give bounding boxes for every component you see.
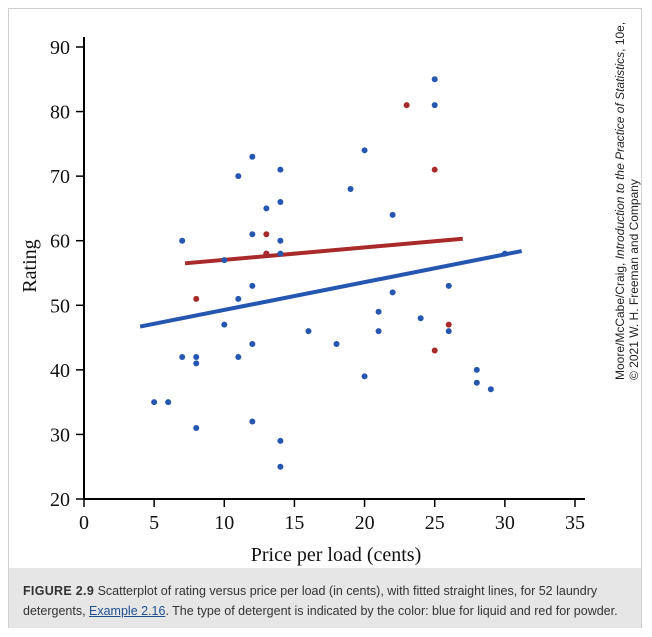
liquid-point [193,353,200,360]
liquid-point [473,379,480,386]
fitted-lines [139,236,523,329]
liquid-point [151,399,158,406]
liquid-point [179,237,186,244]
liquid-point [333,341,340,348]
scatterplot: 20 30 40 50 60 70 80 90 0 5 10 15 20 25 30 35 Rating Pr… [19,37,585,566]
liquid-point [487,386,494,393]
x-tick-label: 20 [355,512,375,534]
liquid-point [193,360,200,367]
liquid-fit-line [139,249,523,329]
liquid-point [347,186,354,193]
liquid-point [389,289,396,296]
liquid-point [235,295,242,302]
liquid-point [221,257,228,264]
liquid-point [417,315,424,322]
figure-label: FIGURE 2.9 [23,584,95,598]
liquid-point [263,205,270,212]
liquid-point [249,153,256,160]
figure-caption: FIGURE 2.9 Scatterplot of rating versus … [9,568,641,628]
x-axis-label: Price per load (cents) [251,544,421,566]
data-points [151,76,508,470]
liquid-point [277,250,284,257]
liquid-point [235,173,242,180]
y-tick-label: 70 [50,166,70,188]
y-tick-label: 40 [50,360,70,382]
liquid-point [277,166,284,173]
y-tick-label: 90 [50,37,70,59]
liquid-point [277,237,284,244]
liquid-point [445,282,452,289]
liquid-point [179,353,186,360]
y-axis-label: Rating [19,239,41,292]
y-tick-label: 50 [50,295,70,317]
liquid-point [249,418,256,425]
caption-text: Scatterplot of rating versus price per l… [23,584,598,618]
liquid-point [375,308,382,315]
powder-point [431,166,438,173]
liquid-point [431,76,438,83]
powder-point [403,102,410,109]
liquid-point [277,463,284,470]
powder-point [263,250,270,257]
x-tick-label: 0 [79,512,89,534]
liquid-point [361,147,368,154]
liquid-point [193,424,200,431]
figure-frame [8,8,642,628]
y-tick-label: 30 [50,424,70,446]
liquid-point [389,211,396,218]
x-tick-label: 35 [565,512,585,534]
liquid-point [249,231,256,238]
credit-line-1: Moore/McCabe/Craig, Introduction to the … [613,0,627,380]
liquid-point [249,282,256,289]
copyright-credit: Moore/McCabe/Craig, Introduction to the … [613,0,641,380]
axes: 20 30 40 50 60 70 80 90 0 5 10 15 20 25 30 35 [50,37,585,534]
liquid-point [249,341,256,348]
liquid-point [277,198,284,205]
x-tick-label: 10 [214,512,234,534]
credit-line-2: © 2021 W. H. Freeman and Company [627,179,641,380]
x-tick-label: 5 [149,512,159,534]
credit-authors: Moore/McCabe/Craig, [613,259,627,380]
y-tick-label: 80 [50,102,70,124]
powder-point [431,347,438,354]
y-tick-label: 60 [50,231,70,253]
x-tick-label: 30 [495,512,515,534]
liquid-point [277,437,284,444]
powder-point [193,295,200,302]
liquid-point [305,328,312,335]
example-link[interactable]: Example 2.16 [89,604,166,618]
caption-text-end: . The type of detergent is indicated by … [165,604,618,618]
y-tick-label: 20 [50,489,70,511]
liquid-point [501,250,508,257]
liquid-point [473,366,480,373]
x-tick-label: 25 [425,512,445,534]
credit-book-title: Introduction to the Practice of Statisti… [613,51,627,260]
liquid-point [221,321,228,328]
x-tick-label: 15 [284,512,304,534]
powder-fit-line [184,236,463,266]
liquid-point [165,399,172,406]
liquid-point [431,102,438,109]
powder-point [263,231,270,238]
liquid-point [375,328,382,335]
powder-point [445,321,452,328]
liquid-point [445,328,452,335]
credit-edition: , 10e, [613,21,627,52]
liquid-point [361,373,368,380]
liquid-point [235,353,242,360]
